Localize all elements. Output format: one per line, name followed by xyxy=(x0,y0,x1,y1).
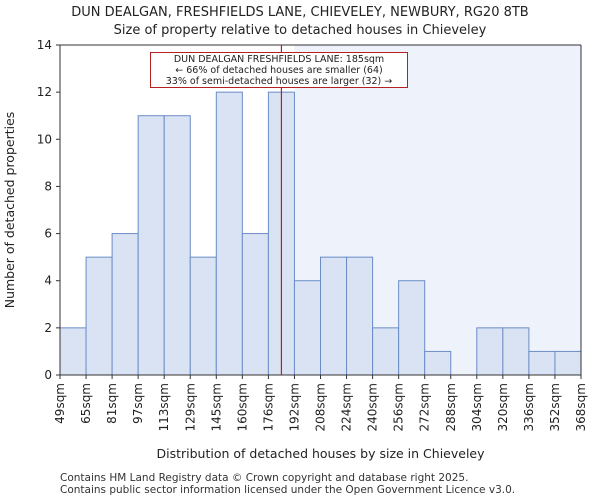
x-tick-label: 208sqm xyxy=(314,383,328,431)
histogram-bar xyxy=(189,256,217,376)
histogram-bar xyxy=(85,256,113,376)
histogram-bar xyxy=(320,256,348,376)
x-tick-label: 145sqm xyxy=(209,383,223,431)
y-tick-label: 6 xyxy=(44,227,52,241)
histogram-bar xyxy=(502,327,530,376)
histogram-bar xyxy=(554,350,582,376)
annotation-line-2: ← 66% of detached houses are smaller (64… xyxy=(175,65,383,76)
histogram-bar xyxy=(398,280,426,376)
x-tick-label: 49sqm xyxy=(53,383,67,424)
histogram-bar xyxy=(137,115,165,376)
x-tick-label: 97sqm xyxy=(131,383,145,424)
x-tick-label: 129sqm xyxy=(183,383,197,431)
property-annotation: DUN DEALGAN FRESHFIELDS LANE: 185sqm ← 6… xyxy=(150,52,408,88)
chart-title: DUN DEALGAN, FRESHFIELDS LANE, CHIEVELEY… xyxy=(71,5,529,20)
x-tick-label: 224sqm xyxy=(340,383,354,431)
histogram-bar xyxy=(346,256,374,376)
y-tick-label: 14 xyxy=(37,38,52,52)
x-axis-label: Distribution of detached houses by size … xyxy=(156,446,485,461)
footer-line-1: Contains HM Land Registry data © Crown c… xyxy=(60,472,469,484)
x-tick-label: 65sqm xyxy=(79,383,93,424)
x-tick-label: 288sqm xyxy=(444,383,458,431)
x-tick-label: 240sqm xyxy=(366,383,380,431)
histogram-bar xyxy=(59,327,87,376)
y-tick-label: 12 xyxy=(37,85,52,99)
histogram-bar xyxy=(215,91,243,376)
annotation-line-1: DUN DEALGAN FRESHFIELDS LANE: 185sqm xyxy=(173,54,385,65)
x-tick-label: 304sqm xyxy=(470,383,484,431)
y-tick-label: 4 xyxy=(44,274,52,288)
histogram-bar xyxy=(111,233,139,376)
histogram-bar xyxy=(372,327,400,376)
x-tick-label: 352sqm xyxy=(548,383,562,431)
chart-subtitle: Size of property relative to detached ho… xyxy=(113,23,487,38)
x-tick-label: 368sqm xyxy=(574,383,588,431)
histogram-bar xyxy=(293,280,322,376)
x-tick-label: 160sqm xyxy=(235,383,249,431)
y-tick-label: 2 xyxy=(44,321,52,335)
histogram-bar xyxy=(163,115,191,376)
x-tick-label: 336sqm xyxy=(522,383,536,431)
x-tick-label: 256sqm xyxy=(392,383,406,431)
y-tick-label: 10 xyxy=(37,132,52,146)
footer: Contains HM Land Registry data © Crown c… xyxy=(60,472,515,496)
annotation-line-3: 33% of semi-detached houses are larger (… xyxy=(165,76,393,87)
histogram-bar xyxy=(528,350,556,376)
histogram-bar xyxy=(424,350,452,376)
y-tick-label: 8 xyxy=(44,179,52,193)
x-tick-label: 320sqm xyxy=(496,383,510,431)
x-tick-label: 272sqm xyxy=(418,383,432,431)
footer-line-2: Contains public sector information licen… xyxy=(60,484,516,496)
histogram-bar xyxy=(241,233,269,376)
x-tick-label: 81sqm xyxy=(105,383,119,424)
y-axis-label: Number of detached properties xyxy=(2,112,17,309)
x-tick-label: 113sqm xyxy=(157,383,171,431)
x-tick-label: 192sqm xyxy=(287,383,301,431)
histogram-bar xyxy=(476,327,504,376)
chart-title-block: DUN DEALGAN, FRESHFIELDS LANE, CHIEVELEY… xyxy=(0,4,600,40)
y-tick-label: 0 xyxy=(44,368,52,382)
x-tick-label: 176sqm xyxy=(261,383,275,431)
